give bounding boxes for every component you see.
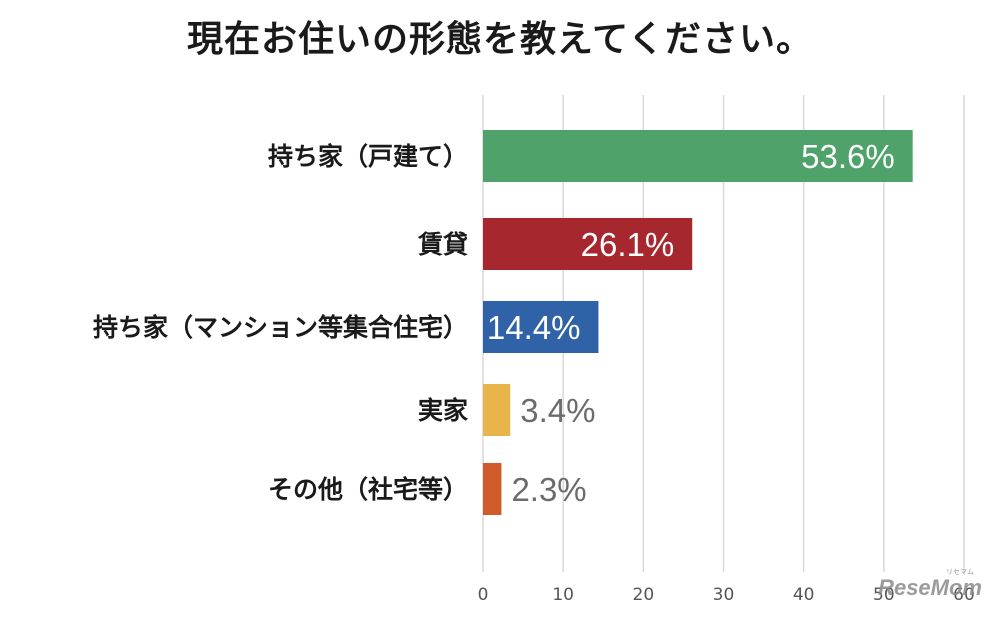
watermark-text: ReseMom — [878, 575, 982, 600]
category-label: 持ち家（戸建て） — [268, 142, 468, 171]
category-label: 賃貸 — [417, 230, 468, 259]
bar — [483, 384, 511, 436]
category-label: 実家 — [418, 396, 468, 425]
value-label: 53.6% — [801, 138, 895, 175]
value-label: 2.3% — [511, 471, 586, 508]
category-label: その他（社宅等） — [268, 475, 468, 504]
x-tick-label: 40 — [793, 585, 815, 605]
x-tick-label: 60 — [953, 585, 975, 605]
x-tick-label: 0 — [478, 585, 489, 605]
watermark-ruby: リセマム — [946, 569, 974, 576]
chart-title: 現在お住いの形態を教えてください。 — [186, 19, 814, 60]
bar — [483, 301, 599, 353]
bar — [483, 130, 913, 182]
x-tick-label: 30 — [713, 585, 735, 605]
x-tick-label: 20 — [633, 585, 655, 605]
value-label: 14.4% — [487, 309, 581, 346]
bar — [483, 463, 502, 515]
resemom-watermark: ReseMom リセマム — [878, 569, 982, 601]
value-label: 26.1% — [581, 226, 675, 263]
bar — [483, 218, 693, 270]
category-label: 持ち家（マンション等集合住宅） — [93, 313, 468, 342]
x-tick-label: 10 — [552, 585, 574, 605]
value-label: 3.4% — [520, 392, 595, 429]
x-tick-label: 50 — [873, 585, 895, 605]
